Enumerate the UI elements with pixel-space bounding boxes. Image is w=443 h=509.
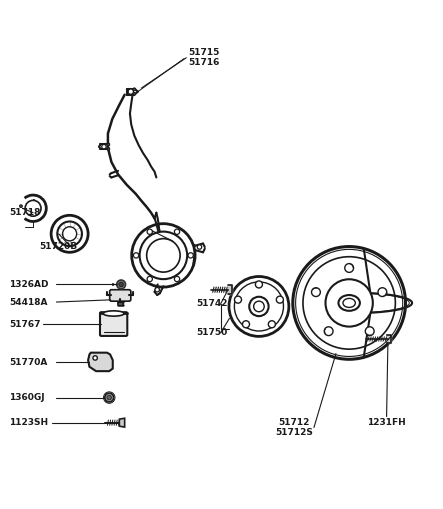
- Circle shape: [133, 88, 136, 91]
- Circle shape: [147, 276, 152, 281]
- Polygon shape: [119, 418, 124, 427]
- Polygon shape: [88, 353, 113, 371]
- Circle shape: [147, 239, 180, 272]
- Circle shape: [133, 93, 136, 95]
- Text: 51742: 51742: [196, 299, 228, 308]
- Text: 1231FH: 1231FH: [367, 418, 406, 427]
- Circle shape: [365, 327, 374, 335]
- Circle shape: [57, 221, 82, 246]
- Circle shape: [345, 264, 354, 272]
- Ellipse shape: [338, 295, 360, 311]
- Circle shape: [102, 145, 106, 149]
- Circle shape: [25, 201, 41, 216]
- Circle shape: [303, 257, 395, 349]
- Text: 1326AD: 1326AD: [9, 280, 49, 289]
- Text: 51750: 51750: [196, 328, 227, 337]
- Circle shape: [229, 276, 289, 336]
- Text: 51716: 51716: [188, 58, 220, 67]
- Polygon shape: [228, 286, 232, 294]
- Circle shape: [268, 321, 276, 328]
- Text: 54418A: 54418A: [9, 298, 48, 306]
- Ellipse shape: [343, 298, 355, 307]
- Circle shape: [197, 245, 202, 249]
- Circle shape: [242, 321, 249, 328]
- FancyBboxPatch shape: [110, 290, 131, 301]
- Circle shape: [128, 89, 133, 94]
- Text: 51770A: 51770A: [9, 358, 48, 367]
- Text: 51712: 51712: [279, 418, 310, 427]
- Circle shape: [132, 223, 195, 287]
- Circle shape: [326, 279, 373, 327]
- Circle shape: [378, 288, 387, 297]
- Circle shape: [119, 282, 123, 287]
- Circle shape: [140, 232, 187, 279]
- Circle shape: [234, 296, 241, 303]
- Circle shape: [133, 253, 139, 258]
- Text: 51712S: 51712S: [275, 428, 313, 437]
- Circle shape: [175, 229, 180, 234]
- Circle shape: [93, 356, 97, 360]
- Circle shape: [276, 296, 284, 303]
- Circle shape: [256, 281, 262, 288]
- Circle shape: [147, 229, 152, 234]
- Text: 51720B: 51720B: [39, 242, 77, 251]
- Text: 1123SH: 1123SH: [9, 418, 48, 427]
- Circle shape: [324, 327, 333, 335]
- Circle shape: [117, 280, 125, 289]
- Circle shape: [175, 276, 180, 281]
- Text: 51718: 51718: [9, 208, 41, 217]
- Polygon shape: [387, 335, 392, 343]
- Circle shape: [234, 282, 284, 331]
- Circle shape: [19, 205, 22, 208]
- Circle shape: [62, 227, 77, 241]
- Text: 51767: 51767: [9, 320, 41, 328]
- Circle shape: [249, 297, 268, 316]
- Text: 51715: 51715: [188, 48, 220, 58]
- Circle shape: [105, 393, 114, 402]
- Circle shape: [107, 395, 112, 400]
- Circle shape: [51, 215, 88, 252]
- Circle shape: [188, 253, 193, 258]
- Text: 1360GJ: 1360GJ: [9, 393, 45, 402]
- Circle shape: [107, 143, 110, 146]
- Circle shape: [311, 288, 320, 297]
- Circle shape: [155, 288, 159, 292]
- Circle shape: [254, 301, 264, 312]
- FancyBboxPatch shape: [100, 312, 127, 336]
- Ellipse shape: [103, 311, 124, 316]
- Circle shape: [107, 148, 110, 150]
- Circle shape: [293, 246, 405, 359]
